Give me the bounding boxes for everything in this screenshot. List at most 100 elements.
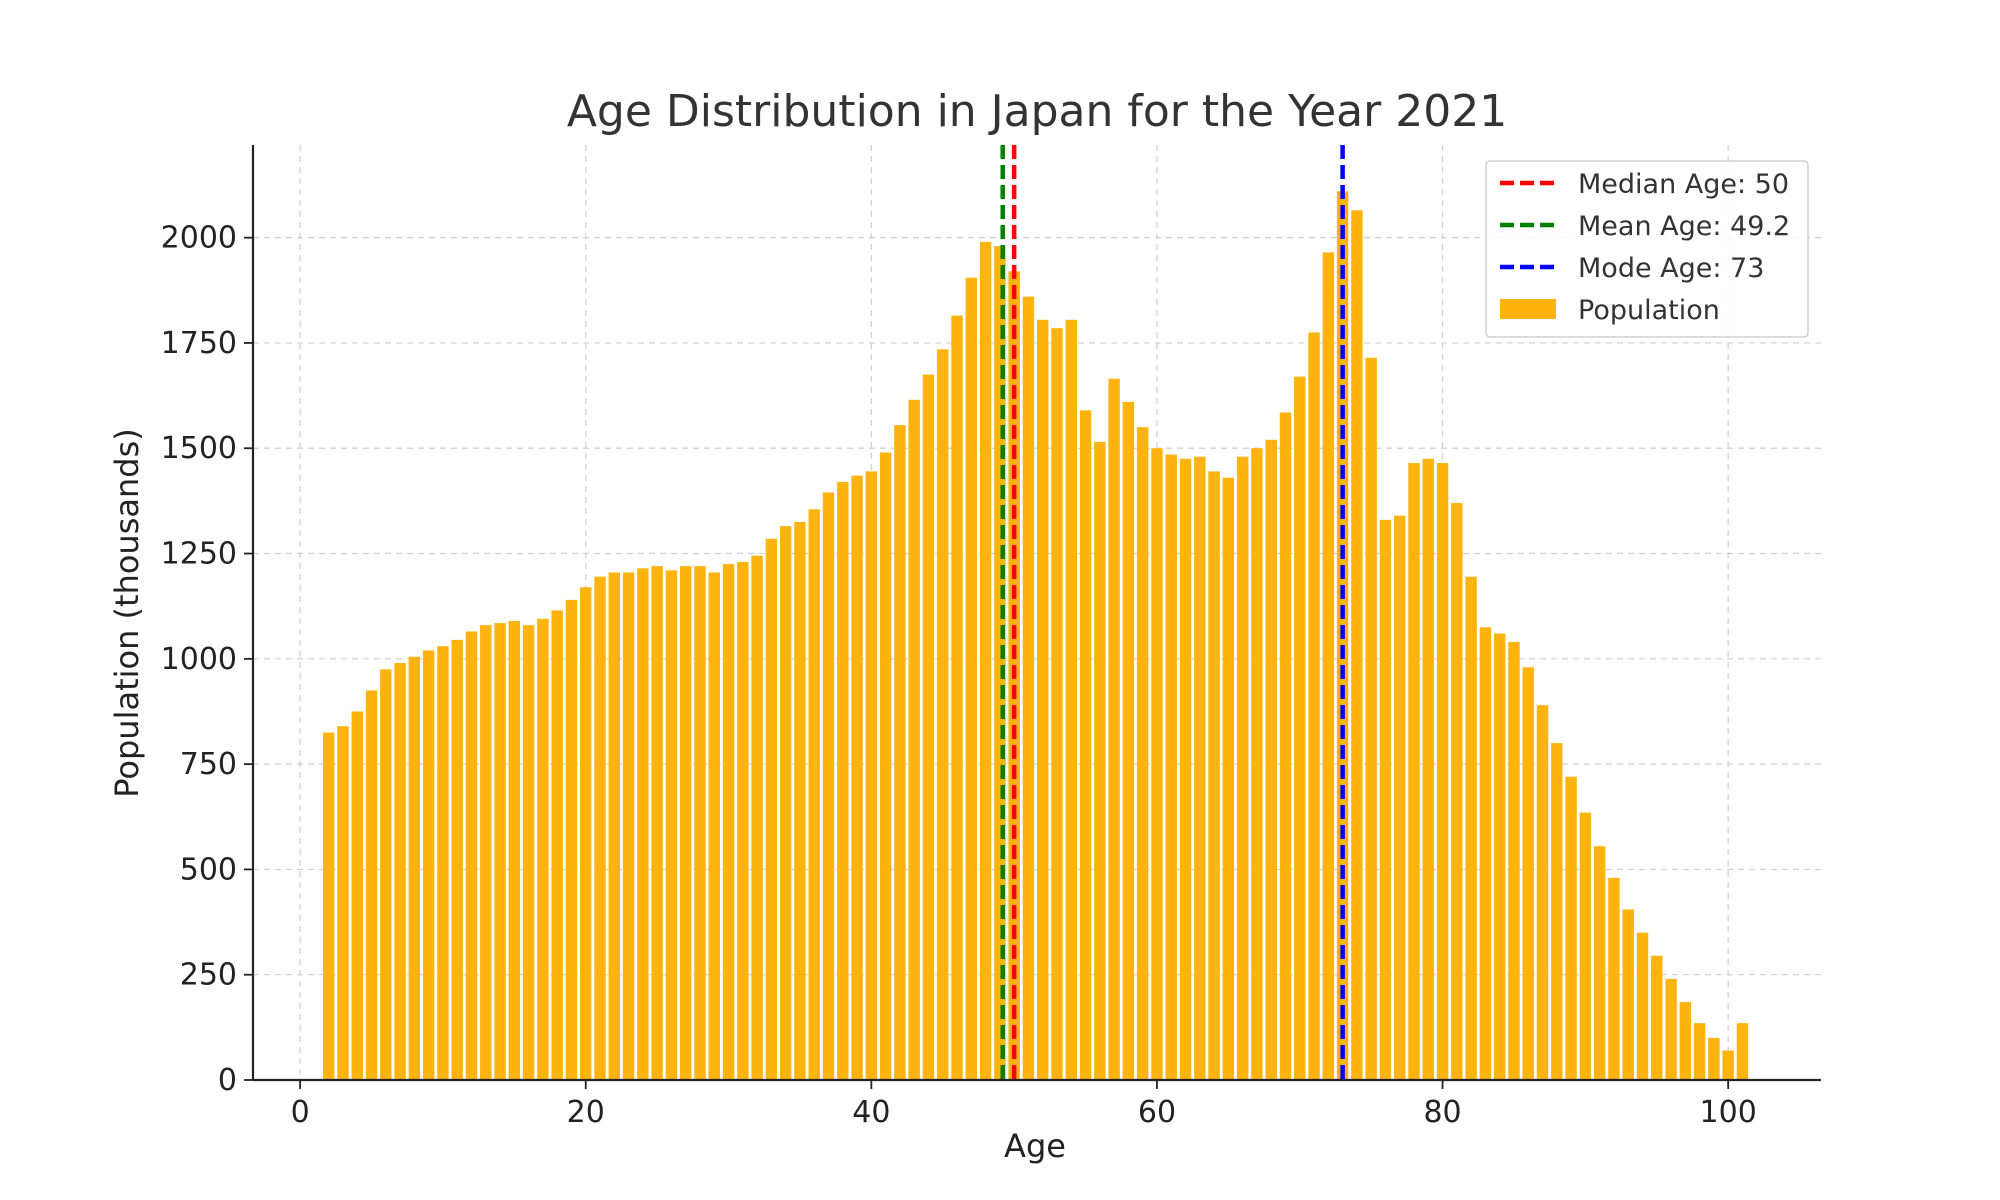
bar-age-7 bbox=[394, 663, 406, 1080]
legend-label-1: Median Age: 50 bbox=[1578, 169, 1789, 200]
y-tick-label: 750 bbox=[180, 747, 237, 782]
bar-age-40 bbox=[865, 471, 878, 1080]
bar-age-13 bbox=[480, 625, 492, 1080]
y-tick-label: 250 bbox=[180, 958, 237, 993]
bar-age-69 bbox=[1279, 412, 1292, 1080]
bar-age-87 bbox=[1536, 705, 1549, 1080]
bar-age-97 bbox=[1679, 1002, 1692, 1080]
bar-age-76 bbox=[1379, 519, 1392, 1080]
bar-age-95 bbox=[1651, 955, 1663, 1080]
bar-age-28 bbox=[694, 566, 706, 1080]
bars-layer bbox=[322, 191, 1749, 1081]
x-tick-label: 60 bbox=[1138, 1095, 1176, 1130]
bar-age-62 bbox=[1179, 458, 1192, 1080]
bar-age-88 bbox=[1551, 743, 1563, 1080]
x-tick-label: 100 bbox=[1700, 1095, 1757, 1130]
bar-age-41 bbox=[879, 452, 892, 1080]
bar-age-30 bbox=[722, 564, 735, 1080]
bar-age-25 bbox=[651, 566, 663, 1080]
bar-age-2 bbox=[322, 732, 335, 1080]
bar-age-27 bbox=[679, 566, 692, 1080]
bar-age-58 bbox=[1122, 401, 1135, 1080]
bar-age-4 bbox=[351, 711, 363, 1080]
legend-label-2: Mean Age: 49.2 bbox=[1578, 211, 1790, 242]
bar-age-74 bbox=[1351, 210, 1363, 1081]
bar-age-67 bbox=[1251, 448, 1263, 1080]
x-tick-label: 40 bbox=[852, 1095, 890, 1130]
bar-age-92 bbox=[1608, 877, 1620, 1080]
bar-age-33 bbox=[765, 538, 778, 1080]
bar-age-31 bbox=[737, 561, 749, 1080]
bar-age-35 bbox=[794, 521, 806, 1080]
bar-age-96 bbox=[1665, 978, 1677, 1080]
bar-age-65 bbox=[1222, 477, 1235, 1080]
x-tick-label: 80 bbox=[1423, 1095, 1461, 1130]
y-tick-label: 2000 bbox=[161, 221, 237, 256]
bar-age-16 bbox=[522, 625, 535, 1080]
legend-label-3: Mode Age: 73 bbox=[1578, 253, 1764, 284]
bar-age-6 bbox=[380, 669, 392, 1080]
bar-age-53 bbox=[1051, 328, 1063, 1080]
bar-age-54 bbox=[1065, 319, 1077, 1081]
y-tick-label: 1500 bbox=[161, 431, 237, 466]
bar-age-3 bbox=[337, 726, 349, 1080]
bar-age-99 bbox=[1708, 1037, 1720, 1080]
y-tick-label: 0 bbox=[218, 1063, 237, 1098]
bar-age-80 bbox=[1436, 462, 1449, 1080]
bar-age-56 bbox=[1094, 441, 1106, 1081]
bar-age-24 bbox=[637, 568, 649, 1080]
bar-age-37 bbox=[822, 492, 835, 1081]
bar-age-45 bbox=[937, 349, 949, 1080]
bar-age-98 bbox=[1693, 1023, 1706, 1080]
bar-age-29 bbox=[708, 572, 720, 1080]
bar-age-93 bbox=[1622, 909, 1634, 1080]
bar-age-48 bbox=[979, 241, 992, 1080]
ticks-layer: 0 20 40 60 80 1000250500750100012501500175020… bbox=[161, 221, 1757, 1130]
bar-age-5 bbox=[365, 690, 378, 1080]
bar-age-49 bbox=[994, 246, 1006, 1081]
bar-age-63 bbox=[1194, 456, 1206, 1081]
bar-age-64 bbox=[1208, 471, 1220, 1080]
bar-age-90 bbox=[1579, 812, 1592, 1080]
bar-age-71 bbox=[1308, 332, 1320, 1081]
bar-age-47 bbox=[965, 277, 978, 1080]
bar-age-46 bbox=[951, 315, 963, 1080]
bar-age-59 bbox=[1136, 427, 1149, 1080]
bar-age-66 bbox=[1236, 456, 1249, 1081]
bar-age-81 bbox=[1451, 502, 1463, 1080]
bar-age-8 bbox=[408, 656, 421, 1080]
bar-age-10 bbox=[437, 646, 449, 1080]
legend: Median Age: 50 Mean Age: 49.2 Mode Age: 73… bbox=[1485, 160, 1809, 338]
bar-age-26 bbox=[665, 570, 678, 1080]
bar-age-42 bbox=[894, 425, 906, 1080]
y-tick-label: 1250 bbox=[161, 537, 237, 572]
bar-age-101 bbox=[1736, 1023, 1749, 1080]
bar-age-89 bbox=[1565, 776, 1577, 1080]
bar-age-43 bbox=[908, 399, 920, 1080]
bar-age-12 bbox=[465, 631, 478, 1080]
x-axis-label: Age bbox=[1004, 1127, 1066, 1165]
bar-age-38 bbox=[837, 481, 849, 1080]
bar-age-9 bbox=[422, 650, 435, 1080]
bar-age-79 bbox=[1422, 458, 1434, 1080]
bar-age-22 bbox=[608, 572, 621, 1080]
bar-age-34 bbox=[779, 526, 792, 1080]
y-tick-label: 500 bbox=[180, 852, 237, 887]
bar-age-52 bbox=[1037, 319, 1049, 1081]
bar-age-78 bbox=[1408, 462, 1420, 1080]
bar-age-100 bbox=[1722, 1050, 1734, 1080]
bar-age-86 bbox=[1522, 667, 1534, 1080]
bar-age-17 bbox=[537, 618, 549, 1080]
bar-age-36 bbox=[808, 509, 820, 1080]
bar-age-72 bbox=[1322, 252, 1335, 1080]
bar-age-11 bbox=[451, 639, 463, 1080]
bar-age-14 bbox=[494, 623, 506, 1080]
y-axis-label: Population (thousands) bbox=[108, 428, 146, 798]
bar-age-84 bbox=[1493, 633, 1506, 1080]
bar-age-94 bbox=[1636, 932, 1649, 1080]
bar-age-68 bbox=[1265, 439, 1277, 1080]
x-tick-label: 20 bbox=[567, 1095, 605, 1130]
bar-age-18 bbox=[551, 610, 563, 1080]
legend-label-4: Population bbox=[1578, 295, 1720, 326]
bar-age-70 bbox=[1294, 376, 1306, 1080]
